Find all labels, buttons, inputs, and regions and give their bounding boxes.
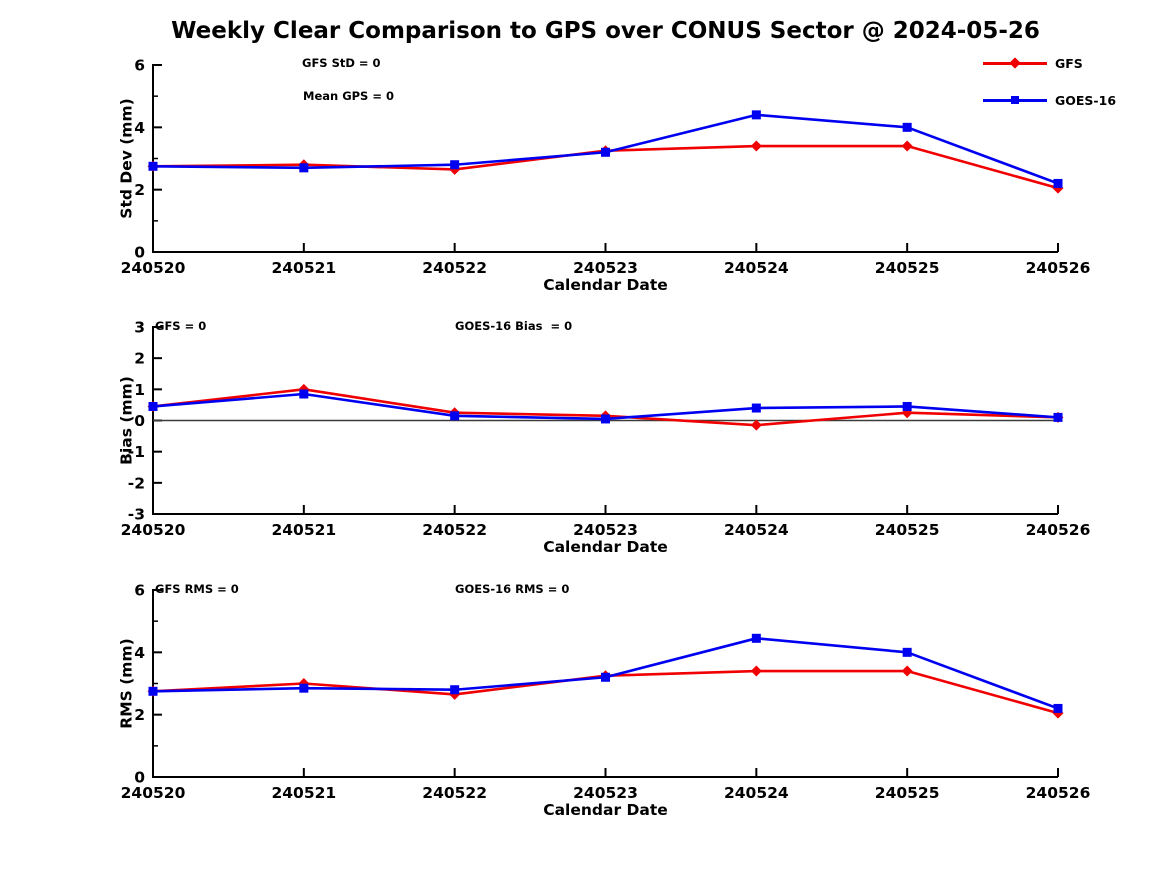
chart-annotation: GOES-16 Bias = 0: [455, 319, 573, 333]
data-point-square: [1053, 703, 1063, 713]
data-point-square: [751, 110, 761, 120]
data-point-square: [299, 389, 309, 399]
data-point-square: [1053, 178, 1063, 188]
subplot-bias-mm-: -3 -2 -1 0 1 2 3 240520 240521 240522 240523 240524…: [118, 319, 1091, 557]
y-tick-label: 0: [134, 412, 145, 430]
y-axis-label: Bias (mm): [118, 376, 136, 465]
y-tick-label: -1: [128, 443, 145, 461]
legend-label-goes-16: GOES-16: [1055, 92, 1117, 108]
legend-item-gfs: GFS: [983, 55, 1163, 71]
data-point-square: [601, 414, 610, 424]
x-tick-label: 240523: [573, 259, 638, 277]
x-tick-label: 240520: [121, 521, 186, 539]
y-tick-label: 4: [134, 644, 145, 662]
x-tick-label: 240520: [121, 259, 186, 277]
x-axis-label: Calendar Date: [543, 538, 668, 556]
chart-annotation: Mean GPS = 0: [303, 89, 394, 103]
data-point-diamond: [901, 140, 913, 152]
subplot-rms-mm-: 0 2 4 6 240520 240521 240522 240523 240524 240525…: [118, 582, 1091, 820]
legend-item-goes-16: GOES-16: [983, 92, 1163, 108]
gfs-line-swatch: [983, 56, 1047, 70]
data-point-square: [148, 401, 158, 411]
data-point-square: [1053, 412, 1063, 422]
data-point-square: [601, 147, 610, 157]
y-tick-label: 2: [134, 350, 145, 368]
x-tick-label: 240523: [573, 521, 638, 539]
data-point-square: [148, 686, 158, 696]
data-point-diamond: [901, 665, 913, 677]
data-point-square: [299, 683, 309, 693]
x-tick-label: 240526: [1026, 521, 1091, 539]
x-tick-label: 240522: [422, 259, 487, 277]
x-tick-label: 240524: [724, 784, 789, 802]
subplot-std-dev-mm-: 0 2 4 6 240520 240521 240522 240523 240524 240525…: [118, 57, 1091, 295]
x-tick-label: 240526: [1026, 259, 1091, 277]
data-point-square: [902, 401, 912, 411]
goes-16-line-swatch: [983, 93, 1047, 107]
x-tick-label: 240521: [271, 259, 336, 277]
data-point-diamond: [750, 419, 762, 431]
x-tick-label: 240524: [724, 521, 789, 539]
square-marker-icon: [1011, 96, 1019, 104]
x-axis-label: Calendar Date: [543, 276, 668, 294]
x-tick-label: 240520: [121, 784, 186, 802]
x-tick-label: 240521: [271, 784, 336, 802]
x-axis-label: Calendar Date: [543, 801, 668, 819]
data-point-square: [902, 647, 912, 657]
y-tick-label: 1: [134, 381, 145, 399]
x-tick-label: 240524: [724, 259, 789, 277]
x-tick-label: 240526: [1026, 784, 1091, 802]
data-point-square: [902, 122, 912, 132]
chart-annotation: GFS RMS = 0: [155, 582, 239, 596]
chart-annotation: GFS StD = 0: [302, 56, 381, 70]
x-tick-label: 240525: [875, 784, 940, 802]
chart-title: Weekly Clear Comparison to GPS over CONU…: [171, 18, 1040, 44]
y-axis-label: RMS (mm): [118, 638, 136, 728]
x-tick-label: 240523: [573, 784, 638, 802]
data-point-square: [450, 685, 460, 695]
x-tick-label: 240521: [271, 521, 336, 539]
y-tick-label: -3: [128, 506, 145, 524]
y-tick-label: 4: [134, 119, 145, 137]
y-tick-label: -2: [128, 474, 145, 492]
data-point-square: [299, 163, 309, 173]
y-tick-label: 2: [134, 706, 145, 724]
data-point-square: [450, 160, 460, 170]
data-point-square: [450, 411, 460, 421]
y-tick-label: 0: [134, 769, 145, 787]
data-point-square: [601, 672, 610, 682]
y-tick-label: 6: [134, 57, 145, 75]
data-point-diamond: [750, 665, 762, 677]
chart-annotation: GOES-16 RMS = 0: [455, 582, 570, 596]
data-point-diamond: [750, 140, 762, 152]
y-tick-label: 6: [134, 582, 145, 600]
chart-legend: GFS GOES-16: [983, 56, 1163, 130]
chart-annotation: GFS = 0: [155, 319, 207, 333]
x-tick-label: 240522: [422, 521, 487, 539]
diamond-marker-icon: [1009, 57, 1021, 69]
data-point-square: [751, 403, 761, 413]
data-point-square: [751, 633, 761, 643]
y-tick-label: 0: [134, 244, 145, 262]
y-axis-label: Std Dev (mm): [118, 98, 136, 218]
y-tick-label: 2: [134, 181, 145, 199]
x-tick-label: 240525: [875, 521, 940, 539]
x-tick-label: 240522: [422, 784, 487, 802]
data-point-square: [148, 161, 158, 171]
x-tick-label: 240525: [875, 259, 940, 277]
y-tick-label: 3: [134, 319, 145, 337]
legend-label-gfs: GFS: [1055, 55, 1083, 71]
